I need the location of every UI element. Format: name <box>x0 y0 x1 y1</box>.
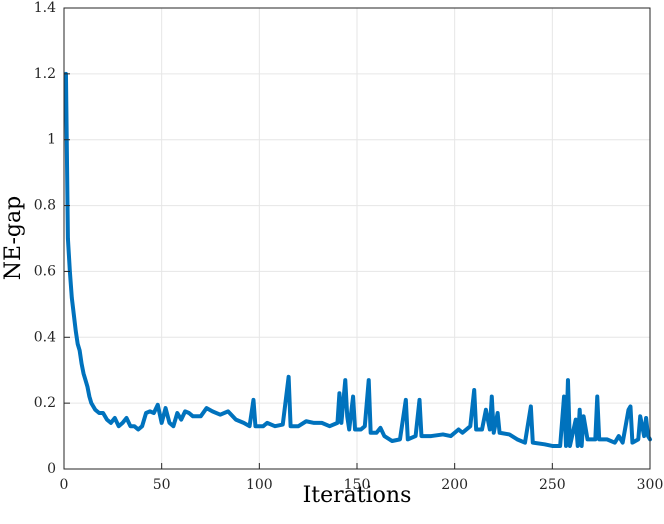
x-tick-label: 100 <box>246 477 273 493</box>
x-tick-label: 250 <box>539 477 566 493</box>
y-tick-label: 1 <box>47 132 56 148</box>
y-tick-label: 1.4 <box>34 0 56 16</box>
x-tick-label: 200 <box>441 477 468 493</box>
data-line <box>63 71 652 448</box>
y-tick-label: 0.8 <box>34 198 56 214</box>
y-tick-label: 0.2 <box>34 395 56 411</box>
y-tick-label: 1.2 <box>34 66 56 82</box>
x-axis-label: Iterations <box>303 483 412 508</box>
y-axis-label: NE-gap <box>1 196 26 280</box>
y-tick-label: 0 <box>47 461 56 477</box>
x-tick-label: 150 <box>344 477 371 493</box>
x-tick-label: 0 <box>60 477 69 493</box>
plot-area <box>63 71 652 448</box>
y-tick-label: 0.6 <box>34 263 56 279</box>
y-tick-label: 0.4 <box>34 329 56 345</box>
x-tick-label: 300 <box>637 477 664 493</box>
x-tick-label: 50 <box>153 477 171 493</box>
